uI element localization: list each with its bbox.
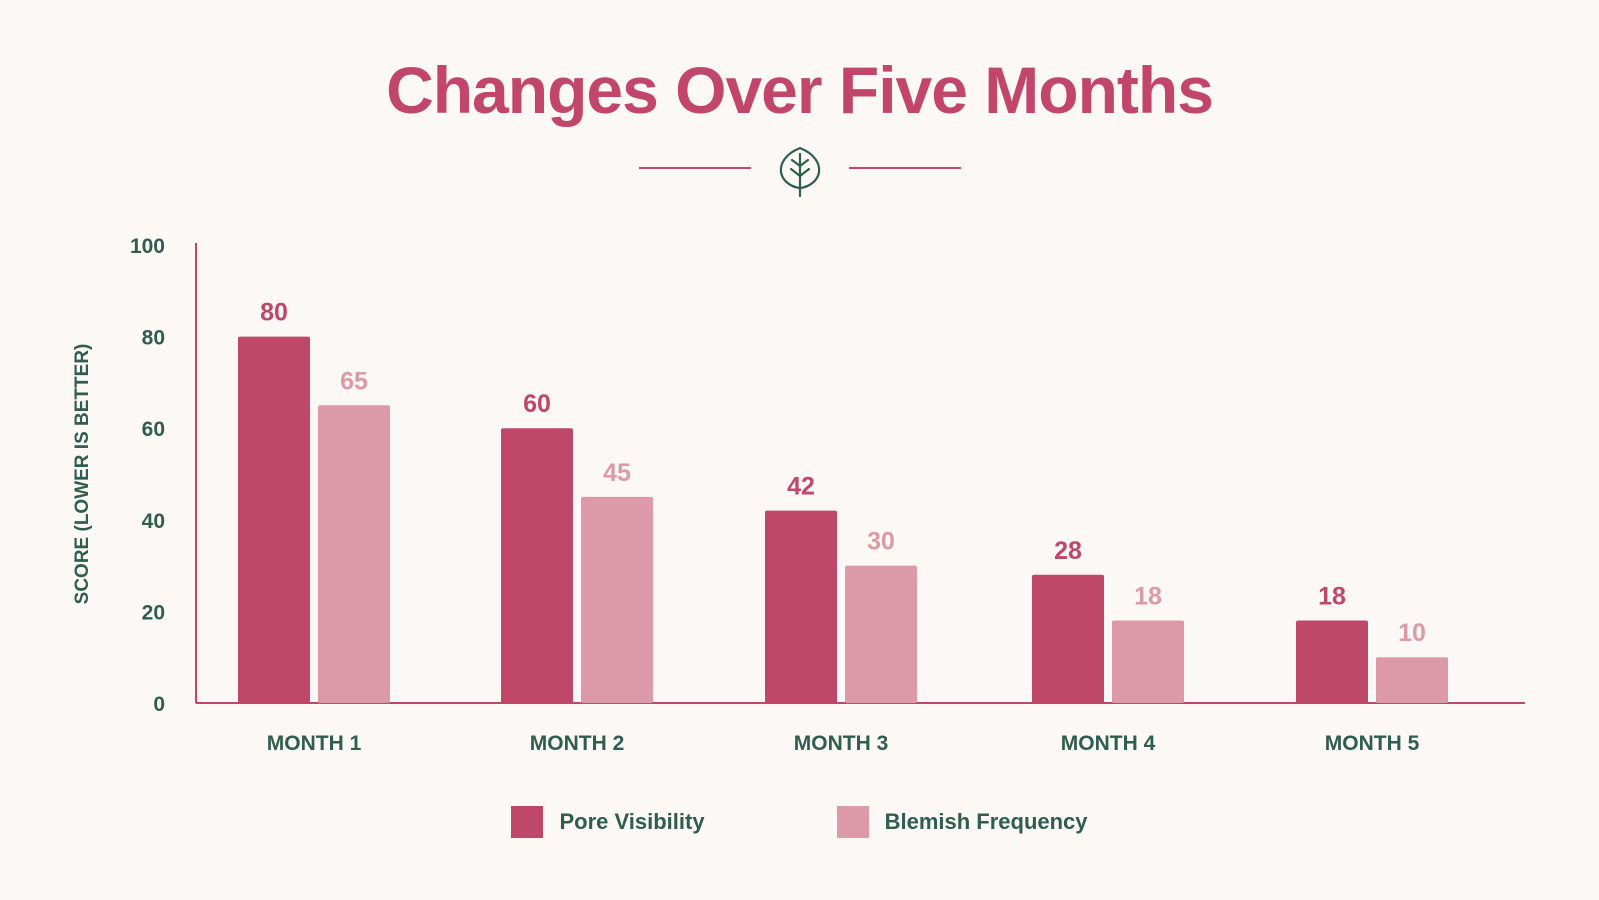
data-label-blemish-frequency: 10 xyxy=(1398,619,1426,647)
x-tick-label: MONTH 3 xyxy=(794,732,889,755)
bar-pore-visibility xyxy=(1296,620,1368,703)
bar-blemish-frequency xyxy=(318,405,390,703)
data-label-blemish-frequency: 45 xyxy=(603,459,631,487)
legend-label-pore-visibility: Pore Visibility xyxy=(559,809,705,834)
bar-blemish-frequency xyxy=(581,496,653,703)
y-tick-label: 40 xyxy=(142,510,165,533)
data-label-blemish-frequency: 18 xyxy=(1134,583,1162,611)
data-label-blemish-frequency: 65 xyxy=(340,367,368,395)
title-divider xyxy=(639,146,961,198)
y-axis-label: SCORE (LOWER IS BETTER) xyxy=(72,344,93,605)
legend-label-blemish-frequency: Blemish Frequency xyxy=(884,809,1088,834)
chart-title: Changes Over Five Months xyxy=(386,53,1214,127)
bar-blemish-frequency xyxy=(1376,657,1448,703)
bar-pore-visibility xyxy=(1032,574,1104,703)
bar-pore-visibility xyxy=(765,510,837,703)
data-label-pore-visibility: 18 xyxy=(1318,583,1346,611)
legend-item-blemish-frequency: Blemish Frequency xyxy=(836,806,1088,838)
legend-item-pore-visibility: Pore Visibility xyxy=(511,806,705,838)
y-tick-label: 60 xyxy=(142,418,165,441)
leaf-icon xyxy=(779,146,821,198)
data-label-pore-visibility: 60 xyxy=(523,390,551,418)
data-label-pore-visibility: 80 xyxy=(260,299,288,327)
x-tick-label: MONTH 4 xyxy=(1061,732,1156,755)
legend: Pore Visibility Blemish Frequency xyxy=(0,806,1599,838)
data-label-blemish-frequency: 30 xyxy=(867,528,895,556)
legend-swatch-pore-visibility xyxy=(511,806,544,838)
data-label-pore-visibility: 28 xyxy=(1054,537,1082,565)
y-tick-label: 20 xyxy=(142,601,165,624)
y-tick-label: 80 xyxy=(142,327,165,350)
legend-swatch-blemish-frequency xyxy=(836,806,869,838)
bar-blemish-frequency xyxy=(1112,620,1184,703)
x-tick-label: MONTH 5 xyxy=(1325,732,1420,755)
y-tick-label: 0 xyxy=(153,693,165,716)
y-tick-label: 100 xyxy=(130,235,165,258)
bar-pore-visibility xyxy=(501,428,573,703)
bar-blemish-frequency xyxy=(845,565,917,703)
x-tick-label: MONTH 1 xyxy=(267,732,362,755)
x-tick-label: MONTH 2 xyxy=(530,732,625,755)
bar-pore-visibility xyxy=(238,336,310,703)
data-label-pore-visibility: 42 xyxy=(787,473,815,501)
